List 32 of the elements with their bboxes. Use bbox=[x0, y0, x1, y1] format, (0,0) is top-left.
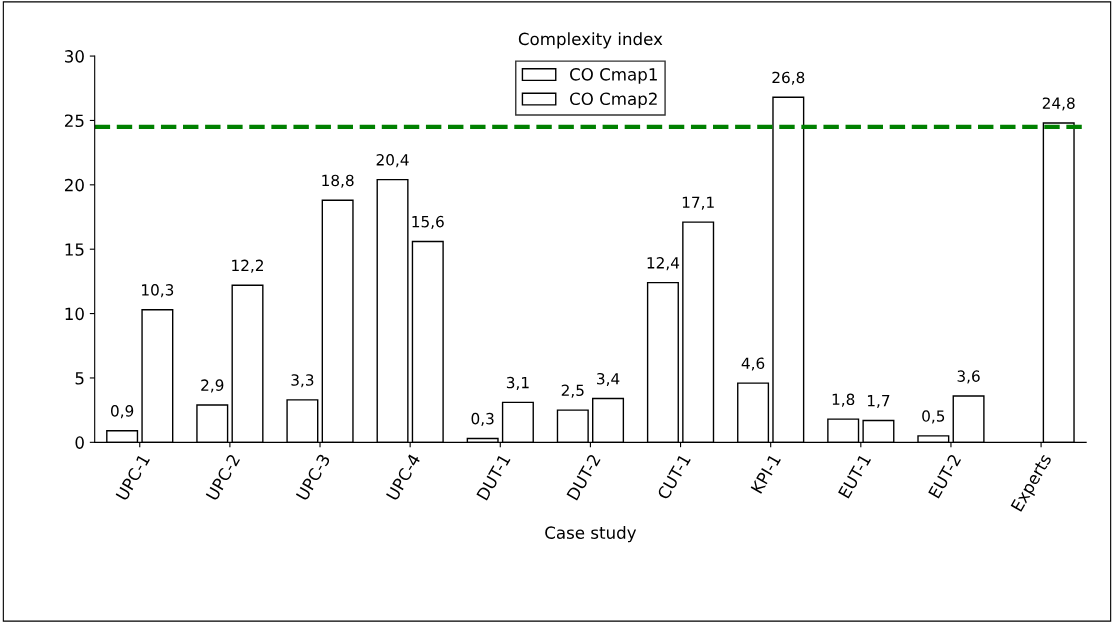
y-tick-label: 25 bbox=[64, 114, 84, 128]
data-label: 26,8 bbox=[772, 71, 805, 85]
y-tick-label: 0 bbox=[75, 436, 84, 449]
x-axis-title: Case study bbox=[545, 526, 637, 543]
data-label: 17,1 bbox=[682, 196, 714, 210]
data-label: 20,4 bbox=[376, 154, 409, 168]
data-label: 24,8 bbox=[1042, 97, 1075, 111]
data-label: 12,4 bbox=[647, 257, 680, 271]
y-tick-label: 10 bbox=[65, 307, 84, 321]
data-label: 4,6 bbox=[741, 357, 765, 371]
legend-label: CO Cmap1 bbox=[570, 68, 657, 84]
data-label: 0,5 bbox=[922, 410, 945, 424]
data-label: 3,4 bbox=[597, 372, 620, 387]
data-label: 1,8 bbox=[832, 393, 855, 407]
data-label: 0,3 bbox=[471, 412, 494, 426]
y-tick-label: 5 bbox=[75, 372, 84, 385]
y-tick-label: 30 bbox=[65, 50, 84, 63]
y-tick-label: 15 bbox=[65, 243, 84, 256]
data-label: 3,3 bbox=[291, 374, 314, 388]
data-label: 12,2 bbox=[232, 259, 263, 273]
chart-title: Complexity index bbox=[518, 32, 663, 49]
data-label: 2,5 bbox=[561, 384, 584, 398]
data-label: 15,6 bbox=[412, 215, 444, 229]
y-tick-label: 20 bbox=[64, 178, 84, 192]
data-label: 2,9 bbox=[201, 379, 224, 393]
data-label: 18,8 bbox=[322, 174, 354, 188]
data-label: 1,7 bbox=[867, 395, 890, 408]
data-label: 10,3 bbox=[142, 284, 174, 298]
data-label: 0,9 bbox=[110, 405, 134, 419]
legend-label: CO Cmap2 bbox=[570, 92, 657, 109]
data-label: 3,6 bbox=[957, 370, 980, 384]
data-label: 3,1 bbox=[506, 376, 529, 390]
